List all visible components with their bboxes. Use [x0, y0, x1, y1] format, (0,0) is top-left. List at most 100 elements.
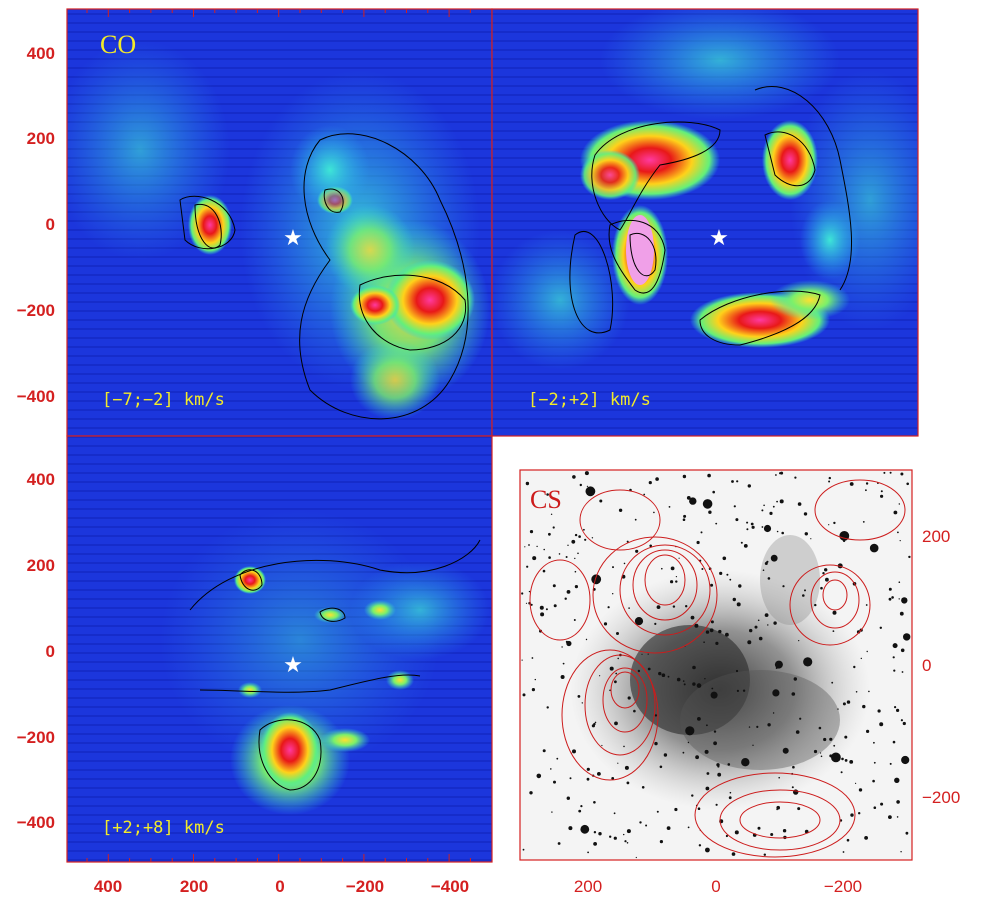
background-star: [689, 497, 697, 505]
background-star: [779, 472, 782, 475]
background-star: [607, 606, 610, 609]
background-star: [655, 477, 659, 481]
background-star: [609, 666, 614, 671]
background-star: [833, 744, 836, 747]
background-star: [900, 472, 904, 476]
background-star: [775, 474, 777, 476]
background-star: [550, 513, 553, 515]
cs-y-tick-label: 0: [922, 656, 931, 675]
background-star: [593, 842, 597, 846]
background-star: [580, 805, 583, 808]
star-icon: ★: [283, 226, 303, 251]
background-star: [696, 683, 702, 688]
background-star: [609, 689, 611, 692]
background-star: [682, 751, 685, 754]
star-icon: ★: [283, 653, 303, 678]
background-star: [905, 831, 909, 835]
background-star: [769, 511, 773, 515]
background-star: [901, 597, 908, 604]
background-star: [764, 613, 769, 617]
background-star: [767, 624, 769, 626]
background-star: [725, 834, 729, 838]
background-star: [896, 800, 900, 804]
background-star: [704, 678, 706, 680]
background-star: [643, 493, 646, 496]
background-star: [814, 603, 817, 607]
background-star: [791, 786, 794, 789]
background-star: [623, 833, 625, 836]
background-star: [641, 653, 643, 655]
background-star: [546, 706, 549, 709]
background-star: [770, 554, 778, 562]
background-star: [552, 526, 555, 529]
background-star: [521, 592, 524, 595]
background-star: [761, 526, 764, 528]
background-star: [561, 646, 563, 648]
background-star: [574, 570, 577, 573]
y-tick-label: 400: [27, 470, 55, 489]
background-star: [877, 709, 881, 713]
background-star: [865, 489, 867, 492]
background-star: [872, 779, 875, 783]
cs-x-tick-label: 200: [574, 877, 602, 896]
background-star: [773, 621, 777, 625]
background-star: [659, 765, 663, 769]
background-star: [757, 826, 761, 830]
background-star: [710, 620, 714, 624]
background-star: [686, 496, 691, 500]
background-star: [766, 560, 769, 563]
background-star: [858, 788, 863, 792]
background-star: [763, 524, 772, 533]
background-star: [584, 471, 589, 476]
background-star: [726, 573, 729, 576]
cs-x-tick-label: 0: [711, 877, 720, 896]
background-star: [521, 659, 523, 661]
background-star: [896, 708, 900, 713]
background-star: [736, 602, 741, 607]
background-star: [536, 545, 538, 548]
background-star: [528, 544, 530, 546]
background-star: [846, 700, 851, 704]
background-star: [825, 577, 829, 582]
background-star: [791, 692, 796, 696]
background-star: [612, 566, 614, 569]
background-star: [585, 486, 596, 497]
background-star: [667, 675, 670, 678]
background-star: [705, 847, 710, 853]
background-star: [524, 546, 526, 548]
x-tick-label: 0: [275, 877, 284, 896]
background-star: [670, 580, 674, 584]
background-star: [898, 503, 900, 505]
background-star: [601, 744, 603, 747]
background-star: [824, 568, 828, 572]
background-star: [868, 690, 870, 693]
background-star: [837, 708, 839, 710]
background-star: [844, 759, 848, 762]
background-star: [888, 587, 892, 591]
background-star: [888, 815, 892, 819]
background-star: [734, 830, 739, 835]
background-star: [902, 721, 906, 726]
background-star: [715, 641, 719, 646]
background-star: [530, 603, 533, 606]
background-star: [635, 856, 637, 859]
background-star: [710, 583, 714, 587]
background-star: [705, 786, 710, 791]
cs-panel: CS: [519, 469, 913, 861]
background-star: [617, 762, 619, 764]
background-star: [820, 586, 823, 590]
background-star: [820, 755, 823, 758]
background-star: [899, 540, 901, 542]
background-star: [776, 808, 778, 811]
background-star: [899, 611, 904, 616]
background-star: [666, 826, 671, 830]
background-star: [566, 590, 571, 594]
background-star: [794, 476, 797, 479]
background-star: [626, 781, 630, 785]
background-star: [756, 725, 759, 729]
background-star: [593, 722, 596, 726]
cs-y-tick-label: 200: [922, 527, 950, 546]
background-star: [850, 813, 854, 817]
background-star: [722, 556, 727, 561]
background-star: [717, 772, 722, 777]
